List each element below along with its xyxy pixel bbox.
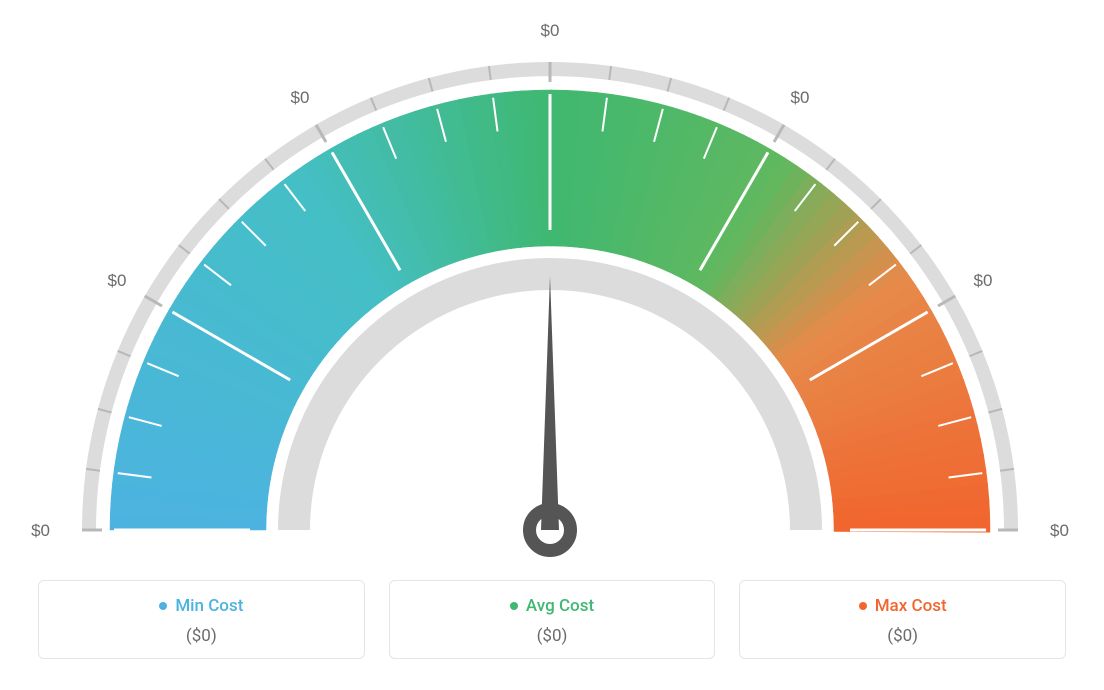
legend-value: ($0): [39, 626, 364, 646]
gauge en needle: [541, 276, 559, 530]
legend-title: Avg Cost: [510, 596, 594, 616]
tick-label: $0: [974, 271, 993, 290]
legend-label: Avg Cost: [526, 596, 594, 616]
legend-label: Min Cost: [175, 596, 243, 616]
legend-card: Min Cost ($0): [38, 580, 365, 659]
legend-value: ($0): [740, 626, 1065, 646]
legend-value: ($0): [390, 626, 715, 646]
legend-dot: [159, 602, 167, 610]
legend-row: Min Cost ($0) Avg Cost ($0) Max Cost ($0): [30, 580, 1074, 659]
tick-label: $0: [541, 21, 560, 40]
tick-label: $0: [791, 88, 810, 107]
legend-title: Max Cost: [859, 596, 947, 616]
tick-label: $0: [1050, 521, 1069, 540]
legend-dot: [859, 602, 867, 610]
tick-label: $0: [291, 88, 310, 107]
gauge-svg: $0 $0 $0 $0 $0 $0 $0: [30, 10, 1074, 570]
gauge-area: $0 $0 $0 $0 $0 $0 $0: [30, 10, 1074, 570]
legend-card: Avg Cost ($0): [389, 580, 716, 659]
legend-title: Min Cost: [159, 596, 243, 616]
chart-container: $0$0$0$0$0$0$0 Min Cost($0)Avg Cost($0)M…: [0, 0, 1104, 690]
legend-dot: [510, 602, 518, 610]
tick-label: $0: [108, 271, 127, 290]
tick-label: $0: [31, 521, 50, 540]
legend-card: Max Cost ($0): [739, 580, 1066, 659]
legend-label: Max Cost: [875, 596, 947, 616]
